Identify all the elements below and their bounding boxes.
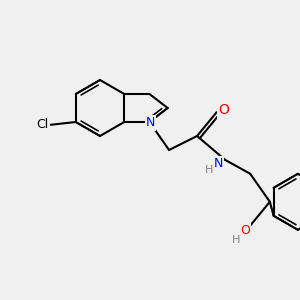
Text: Cl: Cl [36,118,49,131]
Text: O: O [218,103,229,117]
Text: N: N [146,116,155,130]
Text: H: H [205,165,213,175]
Text: N: N [213,157,223,170]
Text: H: H [232,235,240,244]
Text: O: O [240,224,250,237]
